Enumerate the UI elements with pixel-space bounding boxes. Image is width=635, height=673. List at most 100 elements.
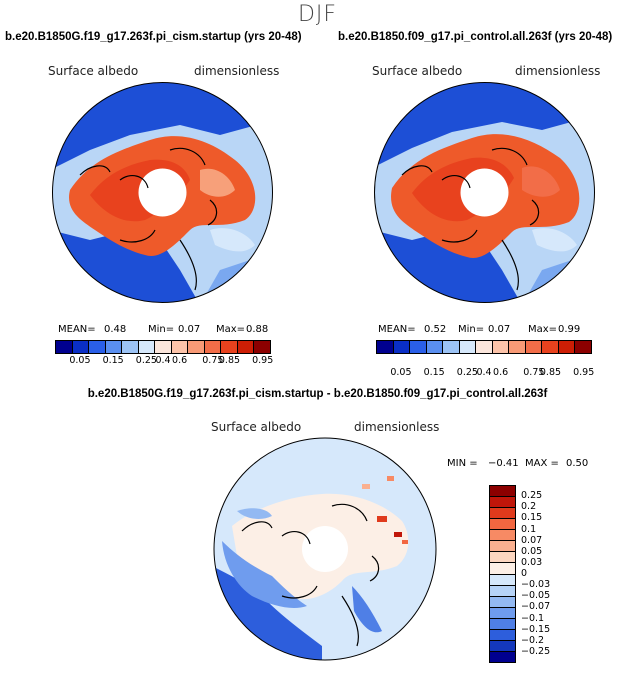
colorbar-segment — [426, 341, 444, 353]
colorbar-tick-label: −0.2 — [521, 634, 545, 646]
colorbar-segment — [490, 618, 515, 630]
colorbar-segment — [490, 508, 515, 520]
right-colorbar-ticks: 0.05 0.15 0.25 0.4 0.6 0.75 0.85 0.95 — [376, 367, 595, 379]
colorbar-segment — [575, 341, 591, 353]
colorbar-tick-label: 0.1 — [521, 523, 537, 535]
colorbar-tick-label: 0.4 — [155, 355, 171, 366]
colorbar-tick-label: 0.05 — [390, 367, 412, 378]
diff-min-label: MIN = — [447, 458, 478, 469]
colorbar-segment — [89, 341, 106, 353]
diff-polar-map — [213, 437, 437, 661]
colorbar-tick-label: 0.15 — [102, 355, 124, 366]
colorbar-segment — [443, 341, 460, 353]
colorbar-segment — [155, 341, 172, 353]
colorbar-tick-label: 0.85 — [539, 367, 562, 378]
left-colorbar — [55, 340, 271, 354]
colorbar-segment — [492, 341, 510, 353]
colorbar-segment — [105, 341, 123, 353]
left-polar-map — [52, 82, 273, 303]
colorbar-tick-label: 0.05 — [69, 355, 91, 366]
colorbar-tick-label: −0.1 — [521, 612, 545, 624]
colorbar-tick-label: −0.05 — [521, 590, 551, 602]
colorbar-tick-label: 0.25 — [456, 367, 478, 378]
right-polar-map — [374, 82, 595, 303]
left-panel-title: b.e20.B1850G.f19_g17.263f.pi_cism.startu… — [5, 31, 302, 43]
colorbar-segment — [138, 341, 156, 353]
colorbar-segment — [490, 541, 515, 553]
colorbar-segment — [490, 607, 515, 619]
colorbar-segment — [490, 486, 515, 498]
colorbar-tick-label: 0.15 — [521, 512, 543, 524]
colorbar-tick-label: −0.15 — [521, 623, 551, 635]
colorbar-tick-label: 0.25 — [135, 355, 157, 366]
colorbar-segment — [377, 341, 394, 353]
colorbar-segment — [171, 341, 189, 353]
colorbar-tick-label: 0.6 — [493, 367, 509, 378]
right-variable-label: Surface albedo — [372, 64, 463, 78]
left-min-label: Min= — [148, 324, 175, 335]
colorbar-segment — [122, 341, 139, 353]
colorbar-tick-label: 0.6 — [172, 355, 188, 366]
colorbar-segment — [72, 341, 90, 353]
colorbar-segment — [254, 341, 270, 353]
right-max-label: Max= — [528, 324, 558, 335]
diff-units-label: dimensionless — [354, 420, 440, 434]
season-title: DJF — [297, 2, 338, 27]
colorbar-tick-label: 0.95 — [252, 355, 274, 366]
right-min-value: 0.07 — [488, 324, 511, 335]
colorbar-tick-label: 0.4 — [476, 367, 492, 378]
colorbar-tick-label: 0.75 — [202, 355, 224, 366]
diff-max-value: 0.50 — [566, 458, 589, 469]
colorbar-tick-label: 0.85 — [218, 355, 241, 366]
colorbar-segment — [221, 341, 238, 353]
left-mean-label: MEAN= — [58, 324, 96, 335]
diff-colorbar — [489, 485, 516, 663]
left-min-value: 0.07 — [178, 324, 201, 335]
colorbar-segment — [490, 519, 515, 531]
colorbar-segment — [490, 585, 515, 597]
colorbar-segment — [490, 497, 515, 509]
colorbar-segment — [490, 574, 515, 586]
colorbar-tick-label: 0 — [521, 568, 528, 579]
colorbar-segment — [490, 640, 515, 652]
colorbar-tick-label: −0.25 — [521, 645, 551, 657]
colorbar-segment — [490, 596, 515, 608]
colorbar-tick-label: 0.03 — [521, 556, 543, 568]
colorbar-tick-label: 0.2 — [521, 501, 537, 513]
colorbar-tick-label: −0.03 — [521, 579, 551, 591]
colorbar-segment — [490, 629, 515, 641]
colorbar-segment — [459, 341, 477, 353]
diff-max-label: MAX = — [525, 458, 559, 469]
colorbar-segment — [490, 651, 515, 662]
colorbar-tick-label: 0.15 — [423, 367, 445, 378]
diff-colorbar-ticks: 0.25 0.2 0.15 0.1 0.07 0.05 0.03 0 −0.03 −0.05 −0.… — [521, 485, 581, 661]
colorbar-segment — [204, 341, 222, 353]
right-panel-title: b.e20.B1850.f09_g17.pi_control.all.263f … — [338, 31, 613, 43]
colorbar-segment — [558, 341, 576, 353]
right-max-value: 0.99 — [558, 324, 581, 335]
left-mean-value: 0.48 — [104, 324, 127, 335]
right-units-label: dimensionless — [515, 64, 601, 78]
colorbar-segment — [542, 341, 559, 353]
colorbar-segment — [476, 341, 493, 353]
colorbar-segment — [490, 530, 515, 542]
colorbar-segment — [525, 341, 543, 353]
colorbar-tick-label: −0.07 — [521, 601, 551, 613]
left-max-value: 0.88 — [246, 324, 269, 335]
right-mean-label: MEAN= — [378, 324, 416, 335]
right-min-label: Min= — [458, 324, 485, 335]
colorbar-segment — [490, 563, 515, 575]
colorbar-tick-label: 0.05 — [521, 545, 543, 557]
colorbar-tick-label: 0.25 — [521, 490, 543, 502]
colorbar-segment — [490, 552, 515, 564]
colorbar-segment — [188, 341, 205, 353]
colorbar-tick-label: 0.75 — [523, 367, 545, 378]
left-colorbar-ticks: 0.05 0.15 0.25 0.4 0.6 0.75 0.85 0.95 — [55, 355, 274, 367]
diff-min-value: −0.41 — [488, 458, 519, 469]
diff-variable-label: Surface albedo — [211, 420, 302, 434]
colorbar-segment — [410, 341, 427, 353]
left-max-label: Max= — [216, 324, 246, 335]
colorbar-segment — [56, 341, 73, 353]
colorbar-tick-label: 0.95 — [573, 367, 595, 378]
right-mean-value: 0.52 — [424, 324, 447, 335]
